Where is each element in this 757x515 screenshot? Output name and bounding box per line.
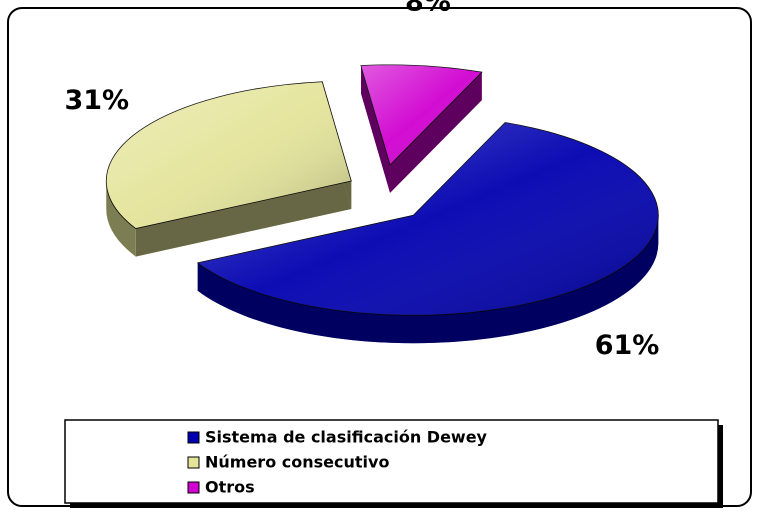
legend-swatch <box>187 456 200 469</box>
data-label: 61% <box>595 330 660 361</box>
legend-swatch <box>187 481 200 494</box>
pie-slice <box>196 122 659 344</box>
pie: 8% 31% 61% <box>64 0 659 361</box>
slice-top-shine <box>361 64 482 165</box>
pie-slice <box>105 81 352 257</box>
slice-wall <box>197 215 659 344</box>
data-label: 8% <box>405 0 451 18</box>
legend-label: Número consecutivo <box>205 453 389 472</box>
legend-label: Sistema de clasificación Dewey <box>205 428 488 447</box>
slice-top-shine <box>197 122 659 316</box>
slice-side-shade <box>361 65 391 193</box>
slice-wall-shade <box>106 181 136 257</box>
slice-wall-shade <box>197 215 659 344</box>
pie-slice <box>360 64 483 193</box>
data-label: 31% <box>64 85 129 116</box>
slice-wall <box>106 181 136 257</box>
slice-side-shade <box>390 72 482 193</box>
legend-swatch <box>187 431 200 444</box>
slice-top-shine <box>106 81 352 229</box>
legend-label: Otros <box>205 478 255 497</box>
legend <box>64 419 719 504</box>
slice-side-shade <box>135 181 352 257</box>
legend-entries: Sistema de clasificación Dewey Número con… <box>187 428 488 497</box>
